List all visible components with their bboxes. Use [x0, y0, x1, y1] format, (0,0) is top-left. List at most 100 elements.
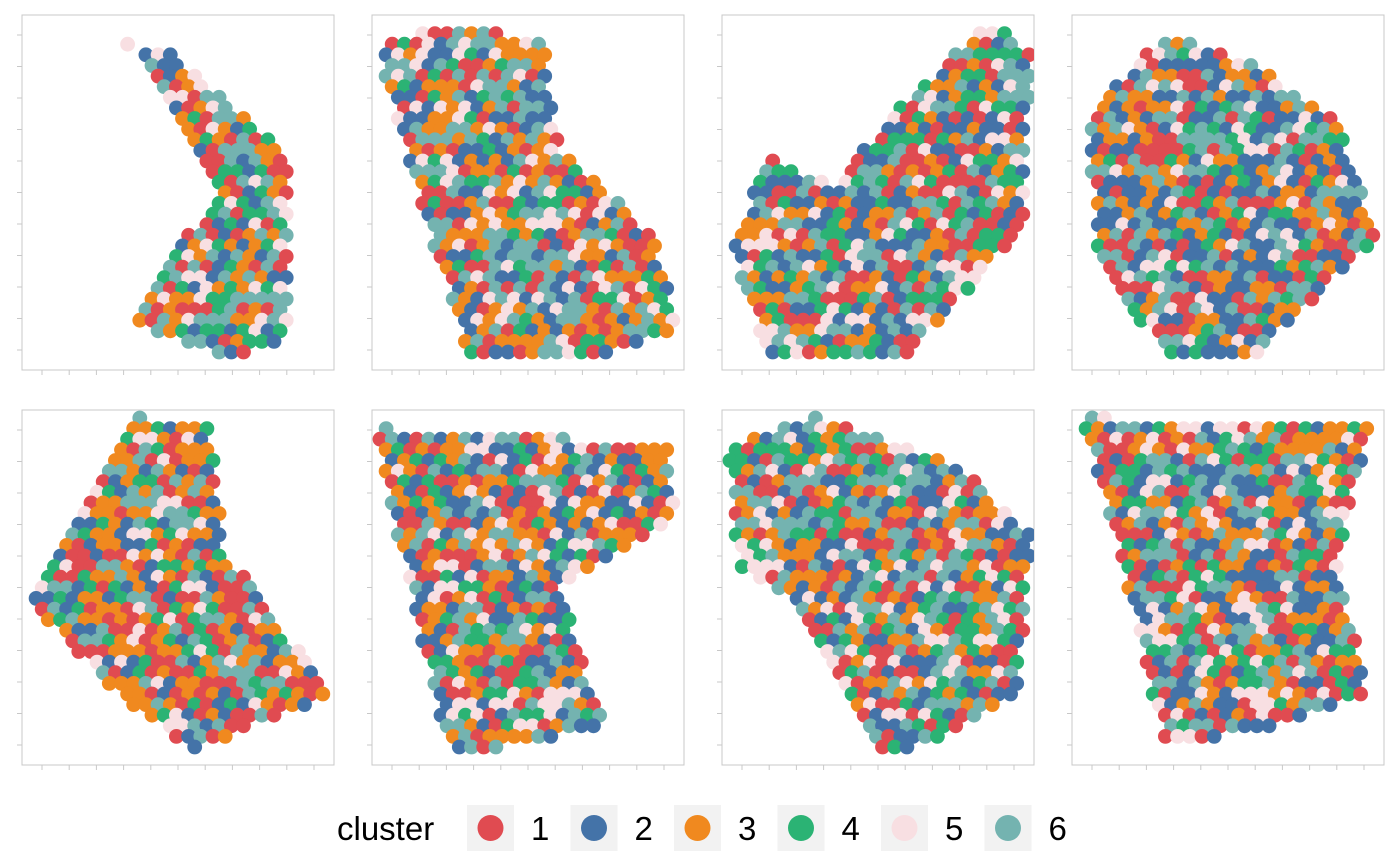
spot-cluster-6: [1334, 591, 1350, 606]
spot-cluster-4: [1188, 344, 1204, 360]
spot-cluster-1: [439, 196, 455, 211]
spot-cluster-5: [887, 442, 903, 458]
spot-cluster-3: [555, 665, 571, 681]
panel-4: [1067, 14, 1385, 375]
spot-cluster-1: [1212, 47, 1228, 63]
spot-cluster-2: [156, 516, 172, 532]
spot-cluster-4: [1328, 665, 1344, 681]
spot-cluster-1: [1341, 665, 1356, 681]
spot-cluster-3: [1133, 121, 1149, 137]
spot-cluster-2: [1243, 516, 1259, 532]
spot-cluster-2: [1255, 121, 1271, 137]
spot-cluster-5: [753, 569, 768, 585]
spot-cluster-1: [144, 665, 160, 681]
spot-cluster-1: [1316, 665, 1332, 681]
spot-cluster-3: [1328, 121, 1344, 137]
spot-cluster-4: [531, 516, 546, 532]
spot-cluster-3: [966, 665, 982, 681]
spot-cluster-5: [1286, 196, 1301, 211]
spot-cluster-4: [1009, 47, 1025, 63]
spot-cluster-3: [1273, 196, 1289, 211]
spot-cluster-6: [1164, 47, 1179, 63]
panel-1: [17, 14, 335, 375]
spot-cluster-5: [561, 569, 577, 585]
legend-title: cluster: [337, 810, 434, 847]
spot-cluster-6: [1090, 442, 1106, 458]
spot-cluster-2: [875, 344, 890, 360]
spot-cluster-4: [777, 196, 793, 211]
spot-cluster-2: [1334, 196, 1350, 211]
spot-cluster-1: [266, 665, 282, 681]
spot-cluster-1: [1176, 196, 1192, 211]
spot-cluster-3: [838, 196, 854, 211]
spot-cluster-4: [144, 516, 160, 532]
spot-cluster-2: [1353, 665, 1368, 681]
spot-cluster-3: [580, 559, 595, 574]
spot-cluster-6: [488, 739, 504, 755]
spot-cluster-3: [458, 665, 473, 681]
spot-cluster-5: [494, 516, 510, 532]
legend-entry-4: 4: [777, 805, 860, 851]
spot-cluster-1: [397, 516, 412, 532]
spot-cluster-2: [500, 442, 516, 458]
spot-cluster-2: [1009, 196, 1025, 211]
spot-cluster-1: [1267, 516, 1283, 532]
spot-cluster-4: [470, 665, 485, 681]
panels-layer: [17, 14, 1385, 770]
spot-cluster-6: [1316, 516, 1332, 532]
spot-cluster-4: [254, 334, 270, 349]
spot-cluster-3: [162, 323, 178, 339]
spot-cluster-4: [1243, 121, 1259, 137]
spot-cluster-2: [138, 47, 154, 63]
spot-cluster-2: [120, 665, 135, 681]
spot-cluster-1: [997, 238, 1012, 254]
spot-cluster-1: [978, 516, 994, 532]
spot-cluster-4: [1133, 312, 1149, 328]
spot-cluster-3: [826, 442, 842, 458]
spot-cluster-3: [1219, 516, 1234, 532]
spot-cluster-3: [144, 707, 160, 723]
legend-key-dot: [477, 815, 504, 841]
spot-cluster-3: [506, 516, 522, 532]
legend-entry-3: 3: [674, 805, 756, 851]
spot-cluster-2: [978, 121, 994, 137]
spot-cluster-2: [187, 739, 203, 755]
spot-cluster-3: [814, 344, 829, 360]
spot-cluster-2: [765, 344, 781, 360]
spot-cluster-5: [1206, 516, 1222, 532]
legend: cluster 1 2 3 4 5 6: [337, 805, 1067, 851]
spot-cluster-4: [930, 729, 945, 744]
spot-cluster-2: [488, 442, 504, 458]
legend-entries: 1 2 3 4 5 6: [467, 805, 1067, 851]
panel-6: [367, 409, 685, 770]
panel-2: [367, 14, 685, 375]
spot-cluster-1: [899, 591, 915, 606]
spot-cluster-4: [1182, 121, 1198, 137]
spot-cluster-2: [543, 729, 559, 744]
spot-cluster-2: [598, 548, 614, 564]
legend-label: 5: [945, 810, 963, 847]
spot-cluster-6: [169, 516, 184, 532]
spot-cluster-2: [519, 121, 534, 137]
spot-cluster-5: [1151, 47, 1167, 63]
spot-cluster-2: [1280, 516, 1295, 532]
spot-cluster-2: [1322, 697, 1338, 712]
spot-cluster-1: [205, 729, 221, 744]
spot-cluster-4: [862, 344, 878, 360]
spot-cluster-3: [1286, 442, 1301, 458]
spot-cluster-3: [567, 516, 583, 532]
spot-cluster-4: [1237, 442, 1253, 458]
spot-cluster-2: [223, 344, 239, 360]
spot-cluster-4: [427, 196, 443, 211]
spot-cluster-2: [1261, 718, 1277, 734]
panel-7: [717, 409, 1035, 770]
spot-cluster-6: [747, 516, 762, 532]
spot-cluster-2: [1145, 516, 1161, 532]
spot-cluster-6: [960, 196, 976, 211]
spot-cluster-3: [205, 665, 221, 681]
spot-cluster-6: [966, 516, 982, 532]
spot-cluster-1: [586, 344, 601, 360]
spot-cluster-1: [893, 665, 909, 681]
spot-cluster-3: [506, 729, 522, 744]
spot-cluster-4: [1164, 344, 1179, 360]
